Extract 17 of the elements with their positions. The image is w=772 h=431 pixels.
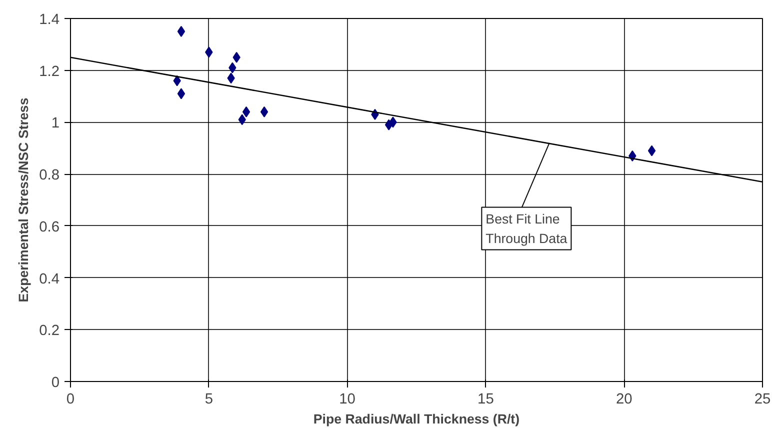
x-tick-label: 20 (616, 392, 632, 408)
x-tick-label: 5 (204, 392, 213, 408)
y-tick-label: 0.4 (39, 271, 60, 288)
x-tick-label: 15 (478, 392, 494, 408)
y-tick-label: 0.8 (39, 168, 60, 184)
y-tick-label: 0 (51, 375, 60, 391)
x-tick-label: 10 (339, 392, 356, 408)
y-tick-label: 1 (51, 116, 60, 132)
x-tick-label: 25 (754, 392, 771, 408)
y-tick-label: 0.2 (39, 323, 60, 340)
y-tick-label: 1.4 (39, 12, 60, 28)
y-tick-label: 0.6 (39, 219, 60, 236)
y-tick-label: 1.2 (39, 64, 60, 80)
x-axis-title: Pipe Radius/Wall Thickness (R/t) (313, 412, 520, 426)
x-tick-label: 0 (66, 392, 75, 408)
annotation: Best Fit Line Through Data (486, 211, 568, 246)
y-axis-title: Experimental Stress/NSC Stress (16, 98, 32, 302)
